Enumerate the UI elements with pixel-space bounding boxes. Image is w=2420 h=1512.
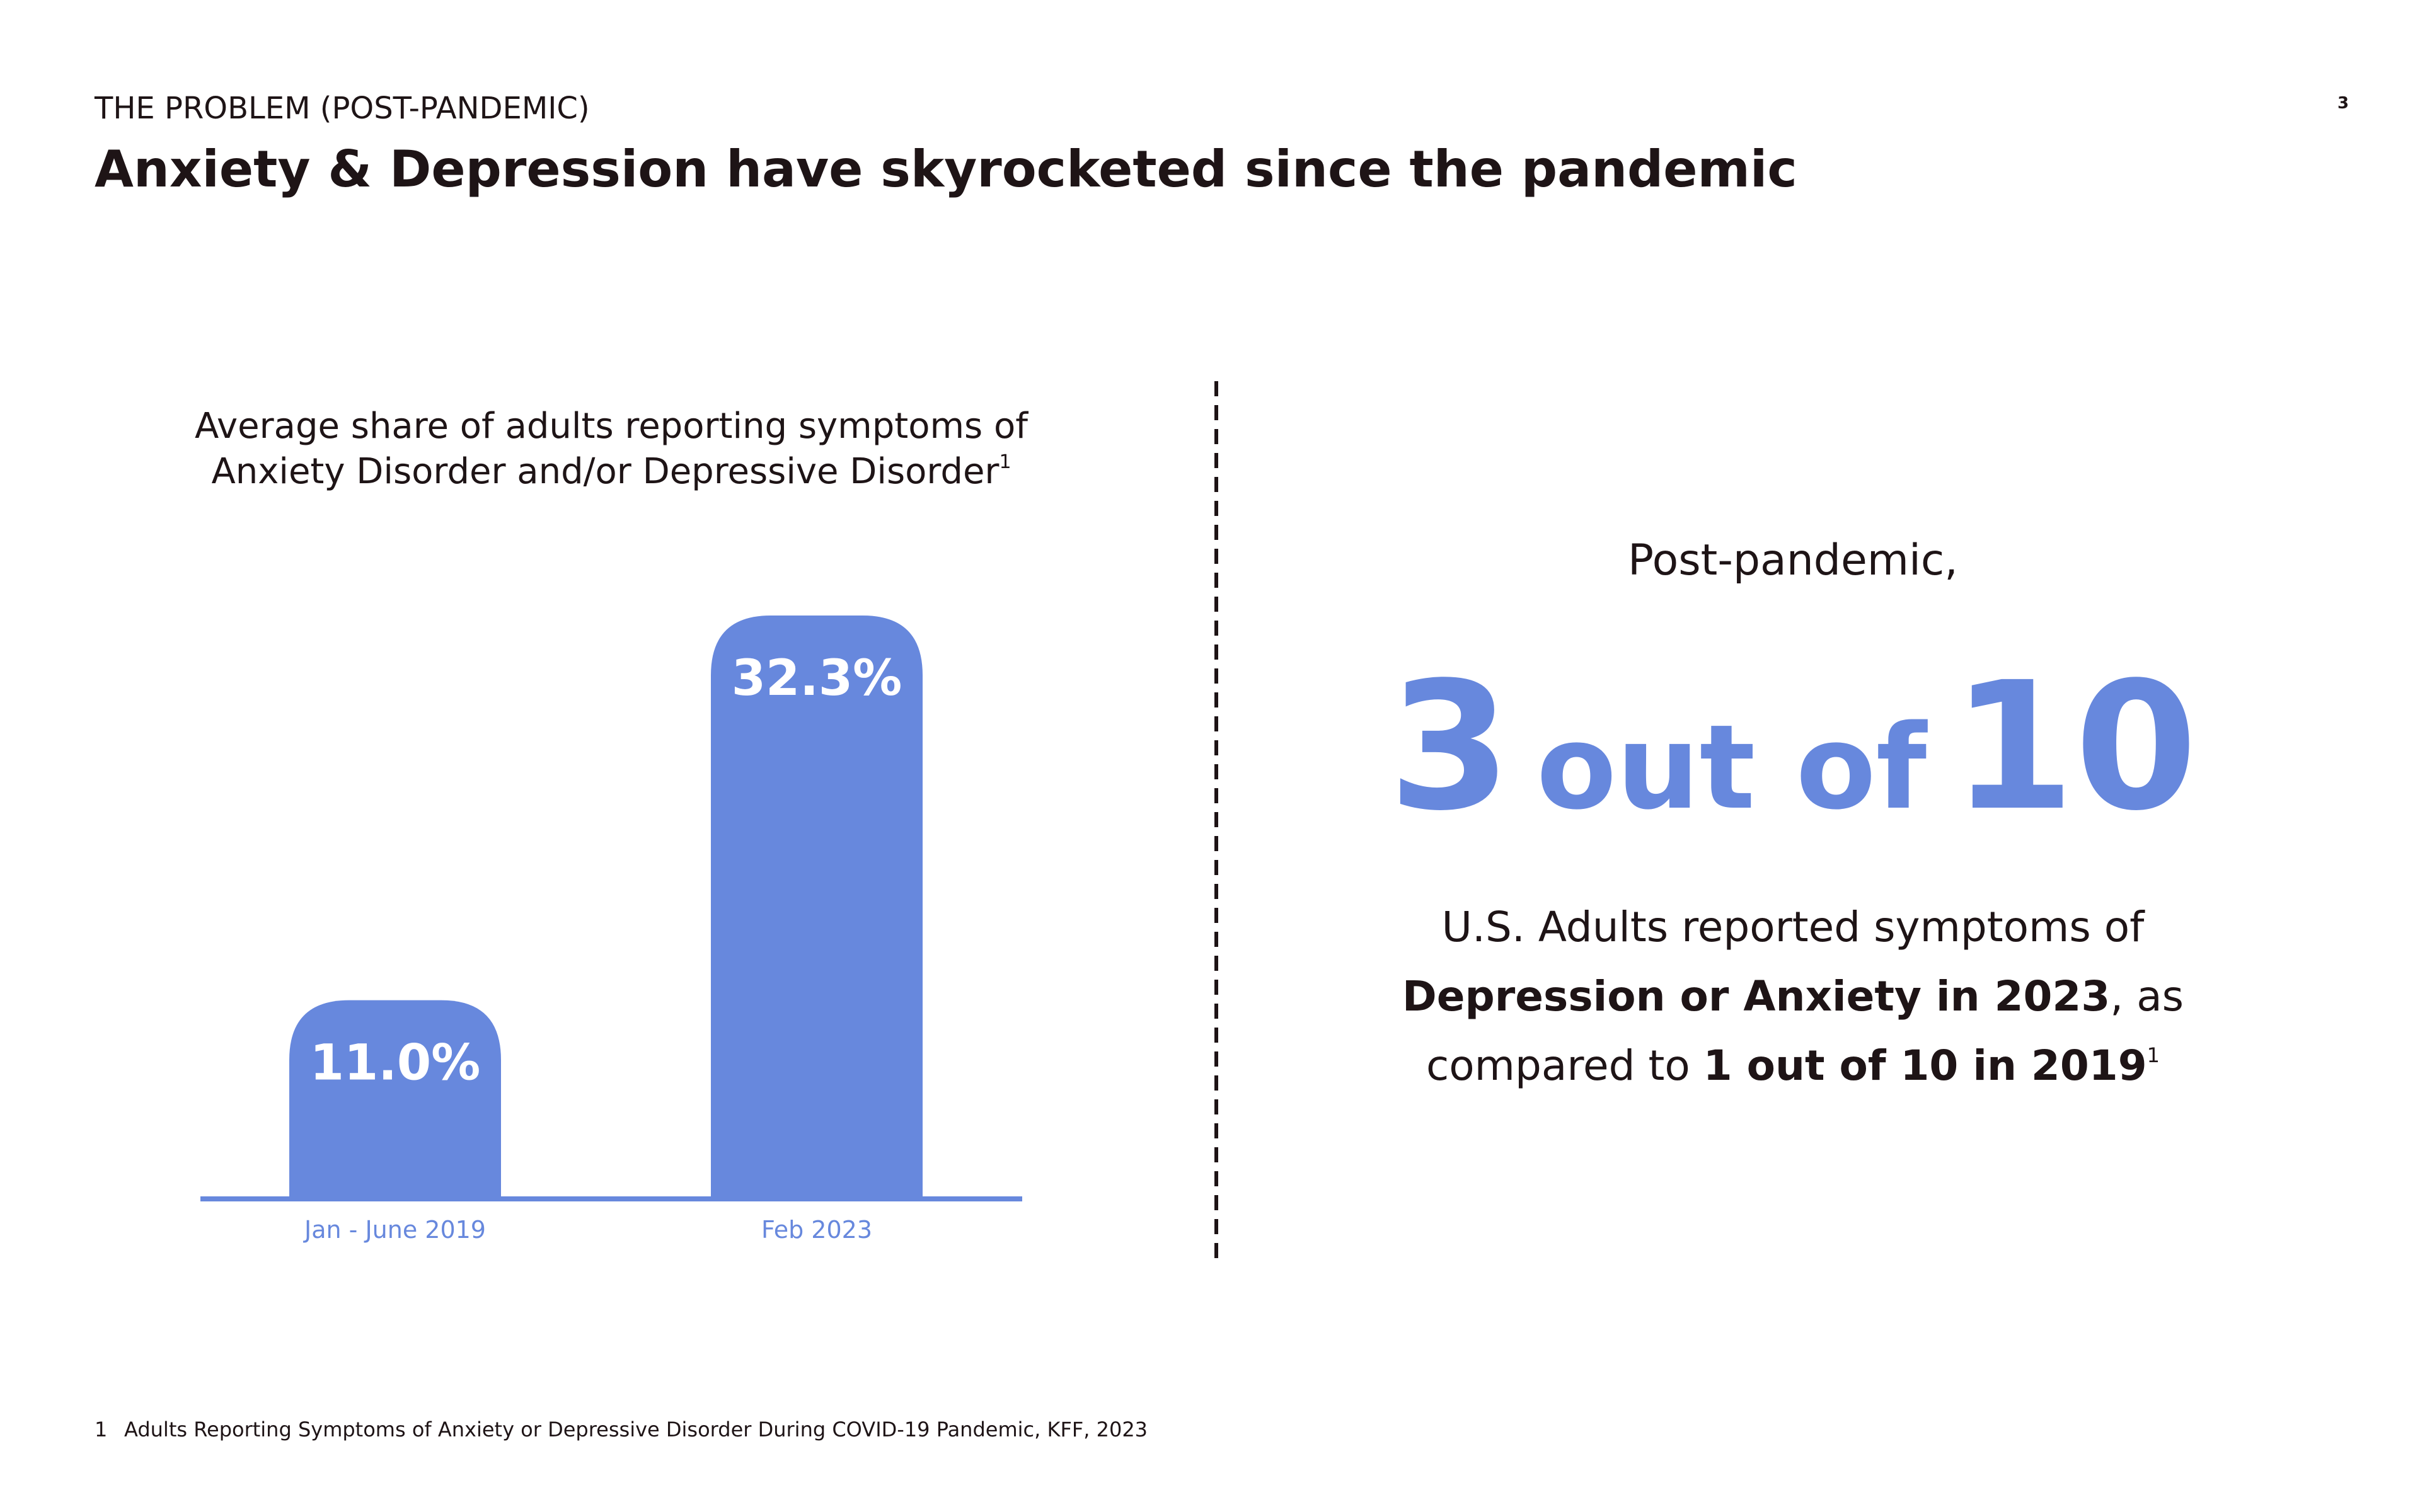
- callout-text: , as: [2110, 972, 2184, 1021]
- callout-line: Depression or Anxiety in 2023, as: [1402, 972, 2184, 1021]
- callout-lead: Post-pandemic,: [1628, 536, 1958, 585]
- chart-title-line: Average share of adults reporting sympto…: [195, 406, 1028, 447]
- kicker: THE PROBLEM (POST-PANDEMIC): [94, 91, 590, 126]
- value-label: 11.0%: [310, 1035, 481, 1092]
- bar: [711, 616, 923, 1199]
- callout-text: compared to: [1426, 1041, 1703, 1090]
- footnote-marker: 1: [95, 1418, 107, 1441]
- chart-title: Average share of adults reporting sympto…: [195, 406, 1028, 447]
- value-label: 32.3%: [732, 650, 902, 707]
- callout-text: U.S. Adults reported symptoms of: [1442, 903, 2145, 951]
- slide-title: Anxiety & Depression have skyrocketed si…: [95, 140, 1797, 198]
- category-label: Jan - June 2019: [303, 1216, 486, 1244]
- callout-bold: Depression or Anxiety in 2023: [1402, 972, 2110, 1021]
- chart-title-line: Anxiety Disorder and/or Depressive Disor…: [211, 451, 1000, 492]
- chart-title: Anxiety Disorder and/or Depressive Disor…: [211, 451, 1011, 492]
- callout-line: compared to 1 out of 10 in 20191: [1426, 1041, 2160, 1090]
- callout-line: U.S. Adults reported symptoms of: [1442, 903, 2145, 951]
- stat: 3 out of 10: [1388, 644, 2198, 850]
- stat-number: 3: [1388, 644, 1511, 850]
- page-number: 3: [2337, 94, 2349, 113]
- stat-middle: out of: [1536, 699, 1928, 835]
- footnote-text: Adults Reporting Symptoms of Anxiety or …: [124, 1418, 1148, 1441]
- callout-footnote-ref: 1: [2147, 1043, 2160, 1067]
- stat-total: 10: [1952, 644, 2198, 850]
- category-label: Feb 2023: [761, 1216, 872, 1244]
- chart-title-footnote: 1: [999, 451, 1011, 473]
- callout-bold: 1 out of 10 in 2019: [1703, 1041, 2147, 1090]
- bar: [289, 1000, 501, 1199]
